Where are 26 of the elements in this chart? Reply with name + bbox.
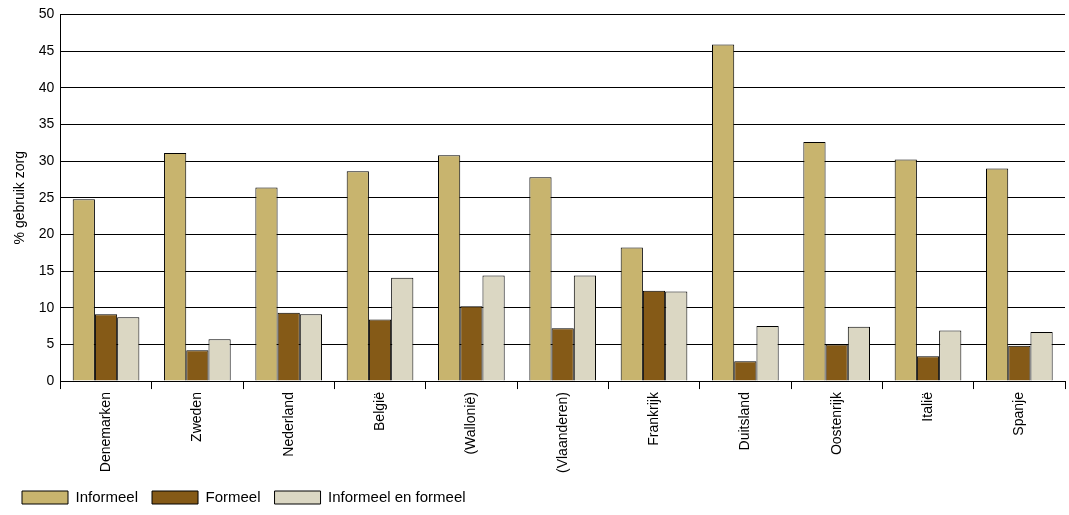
x-tick-label: Denemarken — [96, 392, 113, 473]
y-tick-label: 0 — [46, 371, 55, 388]
x-tick-label: Italië — [918, 391, 935, 422]
y-tick-label: 10 — [38, 298, 55, 315]
y-tick-label: 15 — [38, 261, 55, 278]
y-tick-label: 30 — [38, 151, 55, 168]
x-tick-label: Duitsland — [736, 392, 753, 451]
legend-label: Formeel — [205, 487, 261, 505]
y-tick-label: 25 — [38, 188, 55, 205]
y-tick-label: 5 — [46, 335, 55, 352]
x-tick-label: (Wallonië) — [462, 392, 479, 455]
legend-label: Informeel en formeel — [328, 487, 466, 505]
x-tick-label: Frankrijk — [644, 391, 661, 446]
x-tick-label: Nederland — [279, 392, 296, 457]
y-tick-label: 45 — [38, 41, 55, 58]
x-tick-label: Zweden — [188, 392, 205, 442]
x-tick-label: Oostenrijk — [827, 391, 844, 456]
y-tick-label: 35 — [38, 115, 55, 132]
y-tick-label: 20 — [38, 225, 55, 242]
legend-label: Informeel — [75, 487, 139, 505]
x-tick-label: België — [370, 391, 387, 431]
y-tick-label: 50 — [38, 5, 55, 22]
x-tick-label: (Vlaanderen) — [553, 392, 570, 473]
y-tick-label: 40 — [38, 78, 55, 95]
x-tick-label: Spanje — [1010, 391, 1027, 436]
y-axis-title: % gebruik zorg — [11, 151, 28, 245]
